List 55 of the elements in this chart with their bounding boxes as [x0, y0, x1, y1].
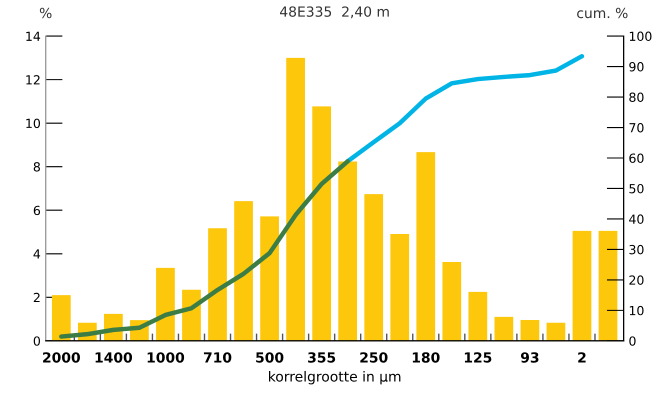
bar [286, 58, 305, 341]
x-tick-label: 250 [360, 352, 388, 363]
y2-tick-label: 80 [629, 92, 644, 102]
y-tick-label: 2 [34, 292, 40, 302]
bar [182, 290, 201, 341]
bar [572, 230, 592, 341]
y2-axis-title: cum. % [577, 8, 628, 18]
y2-tick-label: 60 [629, 153, 644, 163]
bar [390, 234, 410, 341]
x-tick-label: 500 [256, 352, 284, 363]
bar [442, 262, 462, 341]
y-tick-label: 6 [34, 206, 40, 216]
x-tick-label: 125 [464, 352, 492, 363]
bar [598, 230, 618, 341]
line-series [345, 54, 584, 164]
chart-title: 48E335 2,40 m [280, 6, 389, 18]
bar [208, 228, 227, 341]
bar [520, 320, 540, 341]
x-tick-label: 180 [412, 352, 440, 363]
bar [338, 161, 358, 341]
y2-tick-label: 90 [629, 62, 644, 72]
bar [52, 295, 71, 341]
y2-tick-label: 40 [629, 214, 644, 224]
x-tick-label: 93 [520, 352, 538, 363]
line-series [59, 159, 350, 339]
y2-tick-label: 100 [630, 32, 652, 42]
x-tick-label: 710 [204, 352, 232, 363]
y-tick-label: 10 [26, 118, 40, 128]
x-tick-label: 1000 [148, 352, 184, 363]
bar [416, 152, 436, 341]
y-tick-label: 12 [26, 75, 40, 84]
bar [546, 322, 566, 341]
y2-tick-label: 30 [629, 244, 644, 254]
y2-tick-label: 0 [629, 336, 636, 346]
y-tick-label: 8 [34, 162, 40, 172]
y-tick-label: 4 [33, 249, 40, 259]
y-tick-label: 14 [26, 32, 40, 41]
y2-tick-label: 20 [629, 275, 644, 285]
y-axis-title: % [40, 8, 52, 18]
y2-tick-label: 10 [630, 306, 644, 316]
bar [364, 194, 384, 341]
y-tick-label: 0 [34, 336, 40, 346]
x-tick-label: 355 [308, 352, 336, 363]
x-tick-label: 1400 [96, 352, 132, 363]
x-tick-label: 2000 [43, 352, 80, 363]
y2-tick-label: 70 [630, 122, 644, 132]
x-axis-title: korrelgrootte in µm [269, 370, 400, 384]
y2-tick-label: 50 [629, 184, 644, 194]
bar [312, 106, 332, 341]
x-tick-label: 2 [578, 352, 586, 363]
bar [494, 316, 514, 341]
bar [260, 216, 279, 341]
bar [234, 201, 253, 341]
bar [156, 268, 175, 341]
bar [468, 292, 488, 341]
